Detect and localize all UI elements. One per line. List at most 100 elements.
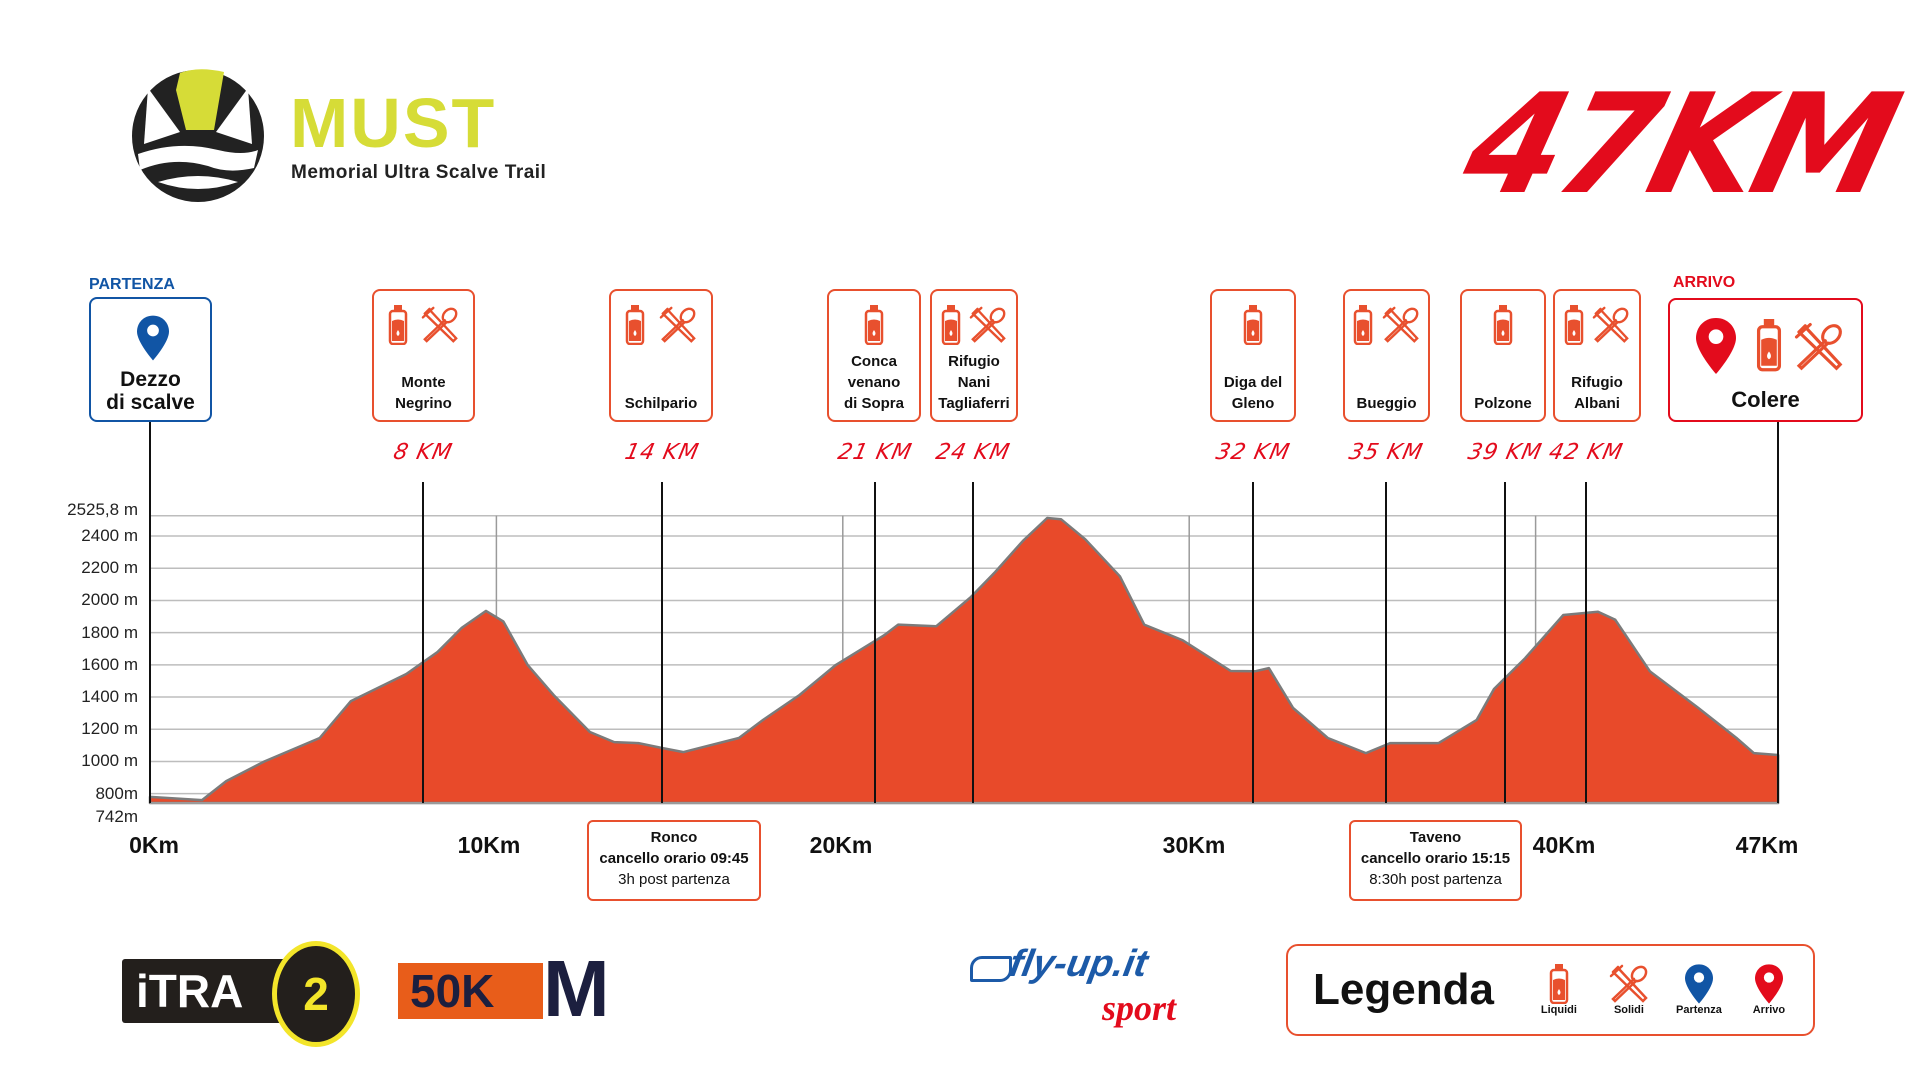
y-tick-label: 800m bbox=[95, 783, 138, 803]
cutlery-icon bbox=[1609, 964, 1649, 1004]
bottle-icon bbox=[864, 305, 884, 345]
cutlery-icon bbox=[1382, 306, 1420, 344]
itra-text: iTRA bbox=[136, 965, 244, 1017]
y-tick-label: 2200 m bbox=[81, 558, 138, 578]
legend-label: Partenza bbox=[1675, 1004, 1722, 1016]
cutlery-icon bbox=[969, 306, 1007, 344]
cutlery-icon bbox=[659, 306, 697, 344]
x-tick-label: 20Km bbox=[809, 832, 873, 858]
station-name: Conca venano di Sopra bbox=[843, 353, 904, 412]
legend-label: Liquidi bbox=[1540, 1004, 1577, 1016]
station-icons bbox=[1212, 305, 1294, 345]
station-name: Rifugio Albani bbox=[1571, 374, 1623, 412]
station-name: Monte Negrino bbox=[395, 374, 452, 412]
itra-points: 2 bbox=[303, 968, 329, 1020]
legend-title: Legenda bbox=[1313, 965, 1494, 1014]
bottle-icon bbox=[625, 305, 645, 345]
station-km-label: 39 KM bbox=[1465, 440, 1545, 465]
utmb-letter: M bbox=[543, 944, 610, 1033]
start-box: Dezzo di scalve bbox=[89, 297, 212, 422]
finish-caption: ARRIVO bbox=[1673, 274, 1736, 291]
start-pin-icon bbox=[137, 315, 169, 361]
legend-label: Solidi bbox=[1613, 1004, 1644, 1016]
bottle-icon bbox=[1564, 305, 1584, 345]
cutoff-note: 3h post partenza bbox=[618, 871, 730, 888]
map-pin-blue-icon bbox=[1685, 964, 1713, 1004]
utmb-category: 50K bbox=[410, 965, 495, 1017]
station-name: Rifugio Nani Tagliaferri bbox=[938, 353, 1010, 412]
flyup-text: fly-up.it bbox=[1006, 943, 1151, 985]
station-icons bbox=[611, 305, 711, 345]
finish-pin-icon bbox=[1696, 318, 1736, 374]
must-logo-emblem bbox=[132, 69, 264, 202]
aid-station-box: Polzone bbox=[1460, 289, 1546, 422]
finish-name: Colere bbox=[1731, 387, 1800, 412]
legend-item-arrivo: Arrivo bbox=[1734, 964, 1804, 1016]
station-name: Polzone bbox=[1474, 395, 1532, 412]
legend-label: Arrivo bbox=[1752, 1004, 1786, 1016]
y-tick-label: 2400 m bbox=[81, 526, 138, 546]
station-icons bbox=[1345, 305, 1428, 345]
must-logo bbox=[118, 58, 278, 208]
aid-station-box: Rifugio Nani Tagliaferri bbox=[930, 289, 1018, 422]
aid-station-box: Schilpario bbox=[609, 289, 713, 422]
y-tick-label: 742m bbox=[95, 807, 138, 826]
bottle-icon bbox=[1756, 318, 1782, 372]
aid-station-box: Monte Negrino bbox=[372, 289, 475, 422]
x-tick-label: 10Km bbox=[457, 832, 521, 858]
bottle-icon bbox=[1353, 305, 1373, 345]
aid-station-box: Diga del Gleno bbox=[1210, 289, 1296, 422]
bottle-icon bbox=[1243, 305, 1263, 345]
y-tick-label: 2000 m bbox=[81, 590, 138, 610]
station-icons bbox=[1462, 305, 1544, 345]
y-tick-label: 1200 m bbox=[81, 719, 138, 739]
station-icons bbox=[932, 305, 1016, 345]
map-pin-red-icon bbox=[1755, 964, 1783, 1004]
finish-box: Colere bbox=[1668, 298, 1863, 422]
y-tick-label: 1000 m bbox=[81, 751, 138, 771]
station-km-label: 42 KM bbox=[1546, 440, 1626, 465]
station-km-label: 24 KM bbox=[933, 440, 1013, 465]
cutoff-note: 8:30h post partenza bbox=[1369, 871, 1502, 888]
legend-item-solidi: Solidi bbox=[1594, 964, 1664, 1016]
bottle-icon bbox=[388, 305, 408, 345]
flyup-wing-icon bbox=[970, 956, 1012, 982]
station-km-label: 8 KM bbox=[391, 440, 455, 465]
station-icons bbox=[829, 305, 919, 345]
y-tick-label: 1600 m bbox=[81, 654, 138, 674]
x-tick-label: 0Km bbox=[129, 832, 179, 858]
station-icons bbox=[374, 305, 473, 345]
station-name: Schilpario bbox=[624, 395, 698, 412]
start-name: Dezzo di scalve bbox=[106, 368, 195, 414]
x-tick-label: 47Km bbox=[1735, 832, 1799, 858]
x-tick-label: 40Km bbox=[1532, 832, 1596, 858]
station-km-label: 21 KM bbox=[835, 440, 915, 465]
utmb-50k-logo: 50K M bbox=[398, 949, 613, 1029]
flyup-sport-logo: fly-up.it sport bbox=[970, 943, 1215, 1039]
elevation-profile-area bbox=[148, 516, 1780, 805]
station-km-label: 35 KM bbox=[1346, 440, 1426, 465]
aid-station-box: Rifugio Albani bbox=[1553, 289, 1641, 422]
start-caption: PARTENZA bbox=[89, 276, 175, 293]
bottle-icon bbox=[1493, 305, 1513, 345]
logo-subtitle: Memorial Ultra Scalve Trail bbox=[291, 162, 547, 183]
flyup-sub: sport bbox=[1102, 988, 1177, 1028]
cutlery-icon bbox=[1592, 306, 1630, 344]
x-tick-label: 30Km bbox=[1162, 832, 1226, 858]
bottle-icon bbox=[1549, 964, 1569, 1004]
y-tick-label: 1400 m bbox=[81, 687, 138, 707]
station-km-label: 14 KM bbox=[622, 440, 702, 465]
station-name: Bueggio bbox=[1356, 395, 1417, 412]
cutoff-place: Ronco bbox=[650, 829, 698, 846]
aid-station-box: Bueggio bbox=[1343, 289, 1430, 422]
cutoff-time: cancello orario 15:15 bbox=[1360, 850, 1511, 867]
legend-item-partenza: Partenza bbox=[1664, 964, 1734, 1016]
station-km-label: 32 KM bbox=[1213, 440, 1293, 465]
aid-station-box: Conca venano di Sopra bbox=[827, 289, 921, 422]
legend-item-liquidi: Liquidi bbox=[1524, 964, 1594, 1016]
y-tick-label: 2525,8 m bbox=[67, 499, 138, 519]
cutoff-place: Taveno bbox=[1409, 829, 1462, 846]
legend: Legenda Liquidi Solidi Partenza Arrivo bbox=[1286, 944, 1815, 1036]
y-tick-label: 1800 m bbox=[81, 622, 138, 642]
cutoff-box-ronco: Ronco cancello orario 09:45 3h post part… bbox=[587, 820, 761, 901]
